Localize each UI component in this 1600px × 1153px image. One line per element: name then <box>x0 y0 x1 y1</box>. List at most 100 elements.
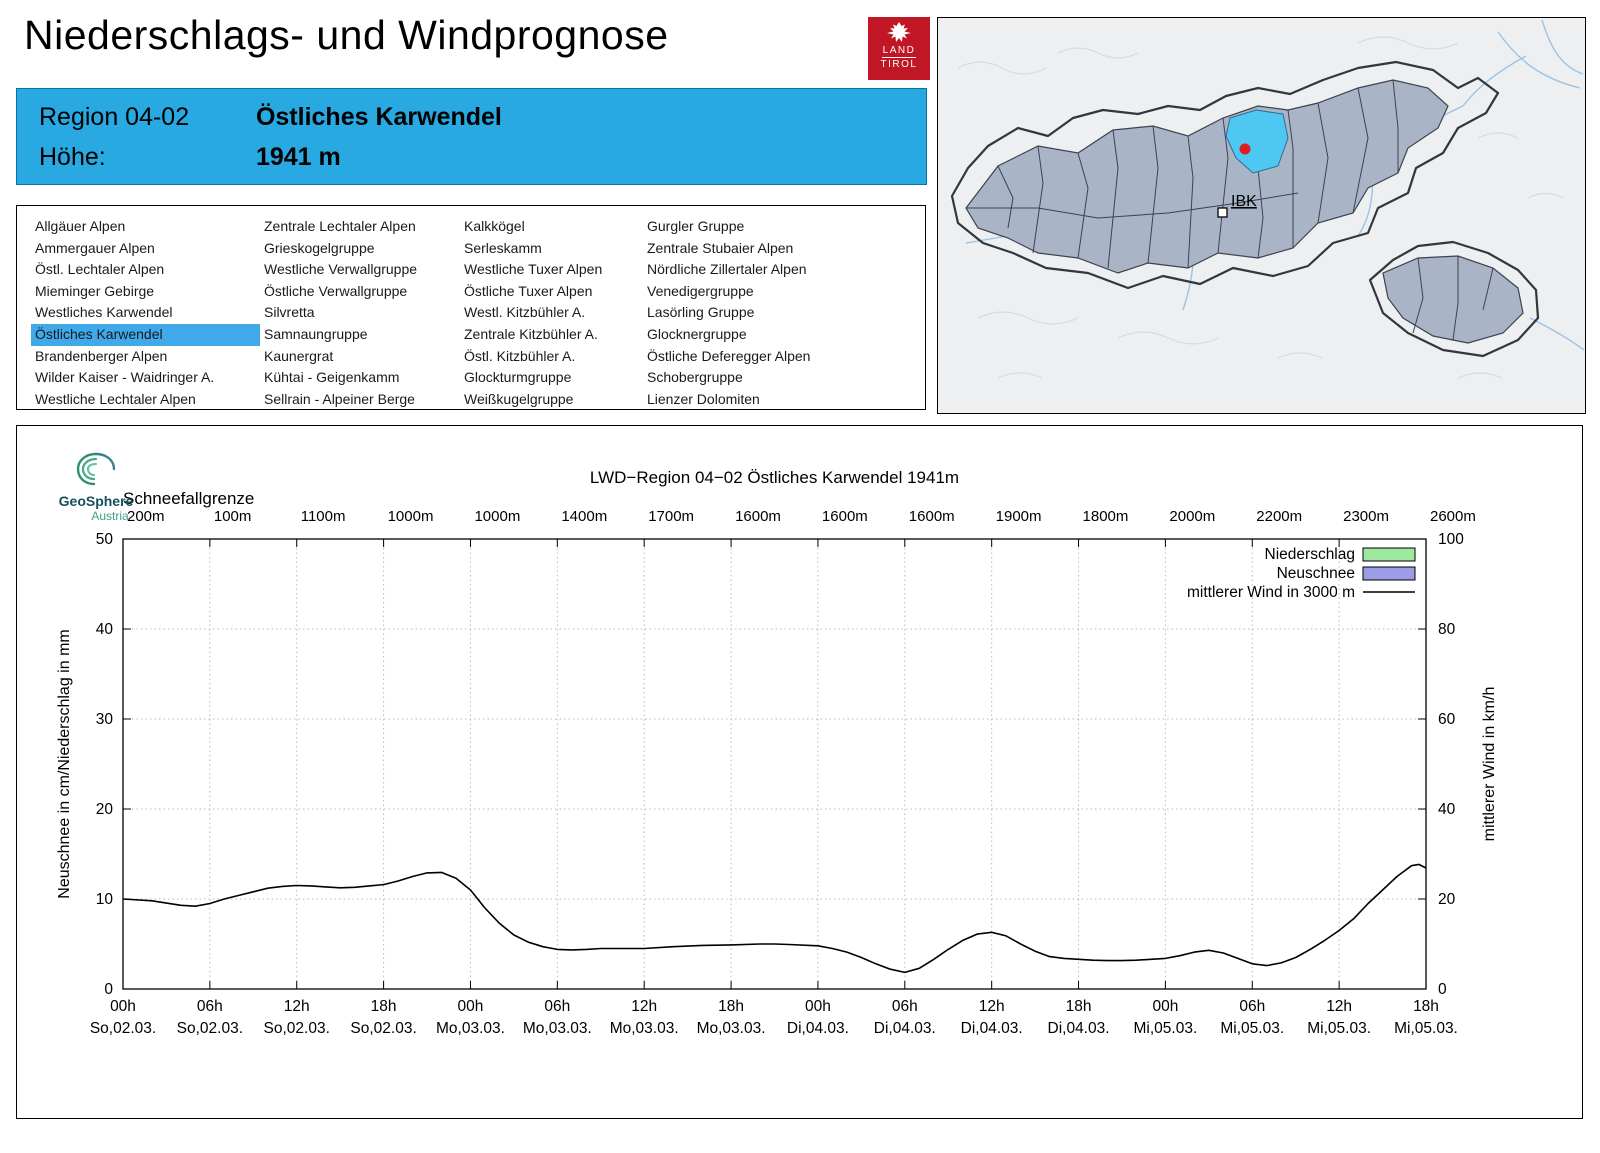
logo-text-tirol: TIROL <box>880 59 918 70</box>
x-tick-date: So,02.03. <box>90 1020 156 1037</box>
legend-label: Neuschnee <box>1277 565 1355 582</box>
wind-line <box>122 863 1427 974</box>
map-region-borders-east <box>1412 256 1494 341</box>
region-list-item[interactable]: Zentrale Lechtaler Alpen <box>264 218 416 234</box>
region-column: Zentrale Lechtaler Alpen Grieskogelgruppe… <box>260 216 460 410</box>
x-tick-time: 00h <box>458 998 484 1015</box>
location-marker-dot <box>1239 143 1251 155</box>
x-tick-time: 06h <box>1239 998 1265 1015</box>
snowline-value: 100m <box>214 508 252 525</box>
region-list-item[interactable]: Zentrale Stubaier Alpen <box>647 239 794 256</box>
x-tick-time: 12h <box>979 998 1005 1015</box>
region-list-item[interactable]: Zentrale Kitzbühler A. <box>464 325 598 342</box>
region-list-item[interactable]: Ammergauer Alpen <box>35 239 155 256</box>
region-list-item[interactable]: Östl. Kitzbühler A. <box>464 347 576 364</box>
region-name: Östliches Karwendel <box>255 103 502 131</box>
region-list-item[interactable]: Westliches Karwendel <box>35 304 173 321</box>
region-list-item[interactable]: Samnaungruppe <box>264 325 368 342</box>
terrain-texture <box>957 36 1565 379</box>
page-title: Niederschlags- und Windprognose <box>24 12 669 58</box>
region-list-item[interactable]: Sellrain - Alpeiner Berge <box>264 390 415 407</box>
x-tick-date: Di,04.03. <box>787 1020 849 1037</box>
region-list-item[interactable]: Silvretta <box>264 304 315 321</box>
y-tick-right: 60 <box>1438 711 1456 728</box>
region-list-item[interactable]: Serleskamm <box>464 239 542 256</box>
x-tick-date: Mo,03.03. <box>523 1020 592 1037</box>
region-list-item[interactable]: Schobergruppe <box>647 369 743 386</box>
y-tick-left: 40 <box>96 621 114 638</box>
altitude-value: 1941 m <box>255 143 341 171</box>
state-outline-east <box>1368 240 1540 358</box>
region-list-item[interactable]: Kalkkögel <box>464 218 525 234</box>
x-tick-time: 00h <box>805 998 831 1015</box>
geosphere-swirl-icon <box>76 452 116 486</box>
region-list-item[interactable]: Weißkugelgruppe <box>464 390 574 407</box>
y-tick-left: 0 <box>104 981 113 998</box>
x-tick-date: Mo,03.03. <box>697 1020 766 1037</box>
map-region-borders <box>966 79 1399 269</box>
snowline-value: 1900m <box>996 508 1042 525</box>
snowline-value: 1000m <box>388 508 434 525</box>
region-list-item[interactable]: Westliche Lechtaler Alpen <box>35 390 196 407</box>
x-tick-time: 18h <box>1413 998 1439 1015</box>
region-list-item[interactable]: Brandenberger Alpen <box>35 347 168 364</box>
region-list-item[interactable]: Östliche Verwallgruppe <box>264 282 408 299</box>
x-tick-date: Mo,03.03. <box>610 1020 679 1037</box>
region-list-item[interactable]: Westl. Kitzbühler A. <box>464 304 586 321</box>
selected-region-highlight[interactable] <box>1225 109 1289 174</box>
snowline-value: 1600m <box>909 508 955 525</box>
x-tick-date: Di,04.03. <box>961 1020 1023 1037</box>
y-tick-left: 20 <box>96 801 114 818</box>
region-list-item[interactable]: Östliche Deferegger Alpen <box>647 347 811 364</box>
legend-label: mittlerer Wind in 3000 m <box>1187 584 1355 601</box>
geosphere-country: Austria <box>91 509 129 523</box>
x-tick-time: 12h <box>284 998 310 1015</box>
region-list-item[interactable]: Grieskogelgruppe <box>264 239 375 256</box>
x-tick-time: 00h <box>1152 998 1178 1015</box>
plot-border <box>122 538 1427 990</box>
snowline-value: 2200m <box>1256 508 1302 525</box>
map-region-cluster-east <box>1382 255 1524 344</box>
land-tirol-logo: LAND TIROL <box>868 17 930 80</box>
y-tick-right: 100 <box>1438 531 1464 548</box>
region-list-item[interactable]: Östl. Lechtaler Alpen <box>35 261 165 278</box>
y-tick-right: 40 <box>1438 801 1456 818</box>
region-header-box: Region 04-02 Östliches Karwendel Höhe: 1… <box>16 88 927 185</box>
region-list-item[interactable]: Allgäuer Alpen <box>35 218 126 234</box>
x-tick-time: 18h <box>371 998 397 1015</box>
legend-swatch-box <box>1362 566 1416 581</box>
tirol-region-map[interactable]: IBK <box>937 17 1586 414</box>
y-tick-right: 20 <box>1438 891 1456 908</box>
region-list-item-selected[interactable]: Östliches Karwendel <box>31 323 260 346</box>
region-list-item[interactable]: Venedigergruppe <box>647 282 754 299</box>
state-outline-north <box>950 60 1500 290</box>
region-list-item[interactable]: Gurgler Gruppe <box>647 218 745 234</box>
geosphere-name: GeoSphere <box>58 493 134 509</box>
y-tick-right: 0 <box>1438 981 1447 998</box>
x-tick-time: 06h <box>544 998 570 1015</box>
altitude-label: Höhe: <box>39 143 106 171</box>
ibk-label: IBK <box>1231 193 1257 210</box>
region-list-item[interactable]: Mieminger Gebirge <box>35 282 155 299</box>
region-list-item[interactable]: Lasörling Gruppe <box>647 304 755 321</box>
forecast-chart: 00h So,02.03. 200m 06h So,02.03. 100m 12h So,02… <box>56 468 1498 1037</box>
region-list-item[interactable]: Westliche Tuxer Alpen <box>464 261 603 278</box>
region-list-item[interactable]: Nördliche Zillertaler Alpen <box>647 261 807 278</box>
ibk-marker <box>1217 207 1228 218</box>
region-list-item[interactable]: Glockturmgruppe <box>464 369 572 386</box>
x-tick-date: So,02.03. <box>177 1020 243 1037</box>
region-list-item[interactable]: Kühtai - Geigenkamm <box>264 369 400 386</box>
x-tick-date: Mi,05.03. <box>1220 1020 1284 1037</box>
x-tick-time: 12h <box>1326 998 1352 1015</box>
region-list-item[interactable]: Kaunergrat <box>264 347 334 364</box>
snowline-heading: Schneefallgrenze <box>123 489 254 508</box>
x-tick-date: Mi,05.03. <box>1134 1020 1198 1037</box>
region-list-item[interactable]: Lienzer Dolomiten <box>647 390 760 407</box>
map-svg: IBK <box>950 19 1585 379</box>
region-list-item[interactable]: Westliche Verwallgruppe <box>264 261 418 278</box>
region-list-item[interactable]: Wilder Kaiser - Waidringer A. <box>35 369 215 386</box>
region-list-item[interactable]: Glocknergruppe <box>647 325 747 342</box>
chart-title: LWD−Region 04−02 Östliches Karwendel 194… <box>590 468 959 487</box>
region-list-item[interactable]: Östliche Tuxer Alpen <box>464 282 593 299</box>
logo-text-land: LAND <box>882 45 916 56</box>
